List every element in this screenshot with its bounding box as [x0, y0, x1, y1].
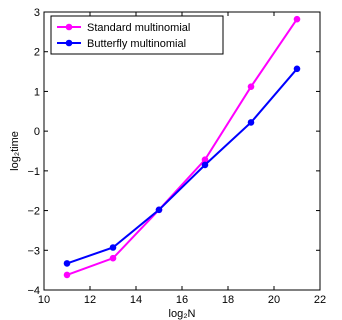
data-point [293, 65, 301, 73]
x-tick-label: 10 [38, 294, 50, 306]
y-tick-label: 0 [34, 126, 40, 138]
data-point [63, 260, 71, 267]
x-tick-label: 14 [130, 294, 142, 306]
legend-box [50, 15, 224, 55]
legend: Standard multinomial Butterfly multinomia… [50, 15, 224, 55]
y-tick-label: −3 [27, 245, 40, 257]
data-point [201, 161, 209, 169]
data-point [201, 156, 209, 164]
plot-area [63, 15, 301, 279]
y-axis-label: log₂time [9, 131, 21, 171]
legend-swatch-marker [65, 23, 73, 31]
y-tick-label: 2 [34, 47, 40, 59]
y-tick-label: 1 [34, 86, 40, 98]
legend-label: Butterfly multinomial [87, 38, 186, 50]
x-tick-label: 20 [268, 294, 280, 306]
data-point [155, 206, 163, 214]
x-tick-label: 18 [222, 294, 234, 306]
legend-swatch-marker [65, 39, 73, 47]
legend-label: Standard multinomial [87, 22, 190, 34]
series-line-1 [66, 18, 298, 276]
x-tick-label: 16 [176, 294, 188, 306]
data-point [109, 244, 117, 251]
series-line-2 [66, 68, 298, 265]
data-point [293, 15, 301, 23]
y-tick-label: −1 [27, 166, 40, 178]
y-tick-label: −4 [27, 285, 40, 297]
y-tick-label: 3 [34, 7, 40, 19]
data-point [63, 271, 71, 279]
x-tick-label: 22 [314, 294, 326, 306]
data-point [247, 83, 255, 90]
data-point [109, 254, 117, 262]
data-point [247, 119, 255, 126]
x-axis-label: log₂N [169, 308, 196, 320]
y-tick-label: −2 [27, 206, 40, 218]
x-tick-label: 12 [84, 294, 96, 306]
